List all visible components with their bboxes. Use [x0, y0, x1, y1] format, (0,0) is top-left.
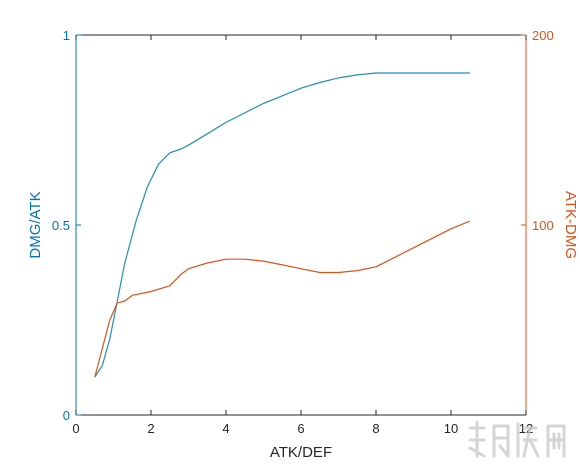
- x-tick-label: 4: [222, 421, 229, 436]
- x-tick-label: 8: [372, 421, 379, 436]
- axes-layer: [75, 34, 527, 416]
- x-tick-label: 6: [297, 421, 304, 436]
- series-line-right-axis: [94, 220, 471, 378]
- series-layer: [94, 72, 471, 378]
- x-tick-label: 0: [72, 421, 79, 436]
- x-tick-label: 10: [444, 421, 458, 436]
- left-y-tick-label: 0.5: [52, 218, 70, 233]
- plot-area-background: [76, 35, 526, 415]
- right-y-axis-title: ATK-DMG: [562, 191, 579, 259]
- series-line-left-axis: [94, 72, 470, 378]
- left-y-tick-label: 1: [63, 28, 70, 43]
- right-y-tick-label: 200: [532, 28, 554, 43]
- left-y-tick-label: 0: [63, 408, 70, 423]
- right-y-tick-label: 100: [532, 218, 554, 233]
- x-tick-label: 2: [147, 421, 154, 436]
- left-y-axis-title: DMG/ATK: [27, 191, 44, 258]
- x-axis-title: ATK/DEF: [270, 444, 332, 461]
- watermark-logo: [468, 420, 566, 458]
